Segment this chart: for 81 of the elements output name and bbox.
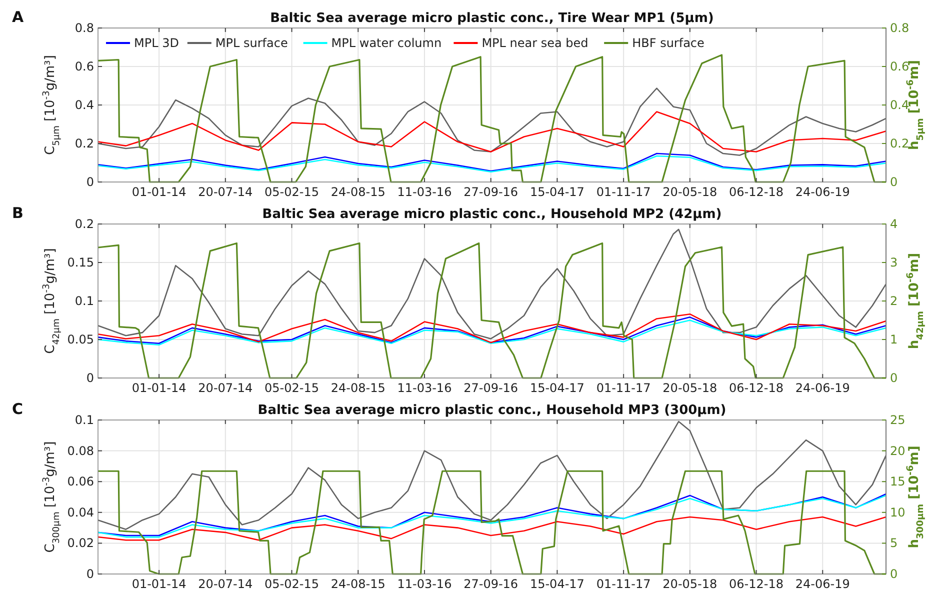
y2-tick-label: 0.8 [890, 21, 910, 35]
y2-tick-label: 0 [890, 175, 898, 189]
y-tick-label: 0.08 [67, 444, 94, 458]
y2-tick-label: 3 [890, 256, 898, 270]
legend-label: HBF surface [632, 36, 704, 50]
y-tick-label: 0.2 [74, 136, 94, 150]
y2-tick-label: 5 [890, 536, 898, 550]
x-tick-label: 20-05-18 [662, 381, 718, 395]
legend-label: MPL 3D [134, 36, 179, 50]
legend-label: MPL water column [331, 36, 442, 50]
x-tick-label: 01-11-17 [596, 185, 651, 199]
x-tick-label: 20-07-14 [198, 381, 253, 395]
line-series [97, 516, 887, 541]
x-tick-label: 27-09-16 [464, 185, 518, 199]
y-tick-label: 0.8 [74, 21, 94, 35]
x-tick-label: 01-01-14 [132, 577, 186, 591]
x-tick-label: 20-05-18 [662, 185, 718, 199]
y-tick-label: 0.6 [74, 60, 94, 74]
x-tick-label: 20-05-18 [662, 577, 718, 591]
x-tick-label: 24-08-15 [330, 381, 386, 395]
x-tick-label: 01-11-17 [596, 381, 651, 395]
y-tick-label: 0.04 [67, 505, 94, 520]
x-tick-label: 15-04-17 [530, 185, 584, 199]
x-tick-label: 15-04-17 [530, 577, 584, 591]
y2-tick-label: 0 [890, 371, 898, 385]
y2-tick-label: 0.6 [890, 60, 910, 74]
chart-title: Baltic Sea average micro plastic conc., Household MP3 (300μm) [258, 403, 726, 418]
y-tick-label: 0 [86, 175, 94, 189]
text: B [12, 204, 24, 222]
x-tick-label: 11-03-16 [397, 381, 452, 395]
y2-tick-label: 0 [890, 567, 898, 581]
y-tick-label: 0 [86, 567, 94, 581]
x-tick-label: 15-04-17 [530, 381, 584, 395]
y2-tick-label: 1 [890, 332, 898, 346]
y2-tick-label: 0.4 [890, 98, 910, 112]
y2-tick-label: 10 [890, 505, 906, 520]
y-tick-label: 0.05 [67, 332, 94, 346]
y2-tick-label: 2 [890, 294, 898, 308]
x-tick-label: 24-06-19 [795, 185, 850, 199]
x-tick-label: 27-09-16 [464, 577, 518, 591]
chart-title: Baltic Sea average micro plastic conc., Tire Wear MP1 (5μm) [270, 11, 714, 26]
chart-title: Baltic Sea average micro plastic conc., Household MP2 (42μm) [262, 207, 722, 222]
x-tick-label: 11-03-16 [397, 577, 452, 591]
y-tick-label: 0 [86, 371, 94, 385]
y-tick-label: 0.1 [74, 294, 94, 308]
x-tick-label: 06-12-18 [729, 577, 784, 591]
x-tick-label: 20-07-14 [198, 577, 253, 591]
x-tick-label: 01-11-17 [596, 577, 651, 591]
x-tick-label: 05-02-15 [264, 185, 319, 199]
x-tick-label: 24-06-19 [795, 381, 850, 395]
x-tick-label: 27-09-16 [464, 381, 518, 395]
y-tick-label: 0.15 [67, 256, 94, 270]
x-tick-label: 05-02-15 [264, 381, 319, 395]
y2-tick-label: 20 [890, 444, 906, 458]
y2-tick-label: 25 [890, 413, 906, 427]
line-series [97, 420, 887, 530]
text: A [12, 8, 24, 26]
x-tick-label: 05-02-15 [264, 577, 319, 591]
y2-tick-label: 15 [890, 474, 906, 489]
x-tick-label: 01-01-14 [132, 185, 186, 199]
x-tick-label: 01-01-14 [132, 381, 186, 395]
y-tick-label: 0.2 [74, 217, 94, 231]
x-tick-label: 06-12-18 [729, 381, 784, 395]
x-tick-label: 24-08-15 [330, 577, 386, 591]
line-series [97, 228, 887, 340]
y2-tick-label: 0.2 [890, 136, 910, 150]
x-tick-label: 11-03-16 [397, 185, 452, 199]
line-series [97, 88, 887, 156]
x-tick-label: 20-07-14 [198, 185, 253, 199]
legend-label: MPL surface [215, 36, 288, 50]
x-tick-label: 06-12-18 [729, 185, 784, 199]
x-tick-label: 24-08-15 [330, 185, 386, 199]
text: C [12, 400, 24, 418]
y-tick-label: 0.06 [67, 474, 94, 489]
line-series [97, 111, 887, 152]
y-tick-label: 0.1 [74, 413, 94, 427]
y-tick-label: 0.02 [67, 536, 94, 550]
legend-label: MPL near sea bed [482, 36, 588, 50]
y-tick-label: 0.4 [74, 98, 94, 112]
y2-tick-label: 4 [890, 217, 898, 231]
x-tick-label: 24-06-19 [795, 577, 850, 591]
